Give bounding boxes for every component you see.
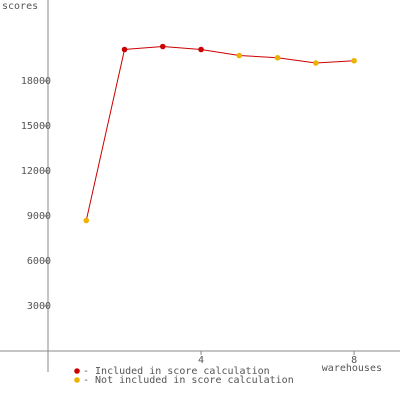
y-tick-label: 12000 (21, 166, 51, 177)
data-point (351, 57, 357, 64)
legend-marker (74, 377, 80, 383)
data-point (236, 52, 243, 59)
legend-marker (74, 368, 80, 374)
x-tick-label: 4 (198, 355, 204, 366)
y-axis-label: scores (2, 1, 38, 12)
y-tick-label: 9000 (27, 211, 51, 222)
legend-label: - Included in score calculation (83, 366, 270, 377)
data-point (159, 43, 166, 50)
data-point (198, 46, 204, 53)
data-point (83, 217, 90, 224)
series-line (85, 45, 355, 221)
data-point (274, 54, 281, 61)
data-point (313, 60, 319, 66)
x-axis-label: warehouses (322, 363, 382, 374)
y-tick-label: 6000 (27, 256, 51, 267)
legend-label: - Not included in score calculation (83, 375, 294, 386)
y-tick-label: 18000 (21, 76, 51, 87)
data-point (121, 46, 128, 53)
y-tick-label: 3000 (27, 301, 51, 312)
y-tick-label: 15000 (21, 121, 51, 132)
x-tick-label: 8 (351, 355, 357, 366)
